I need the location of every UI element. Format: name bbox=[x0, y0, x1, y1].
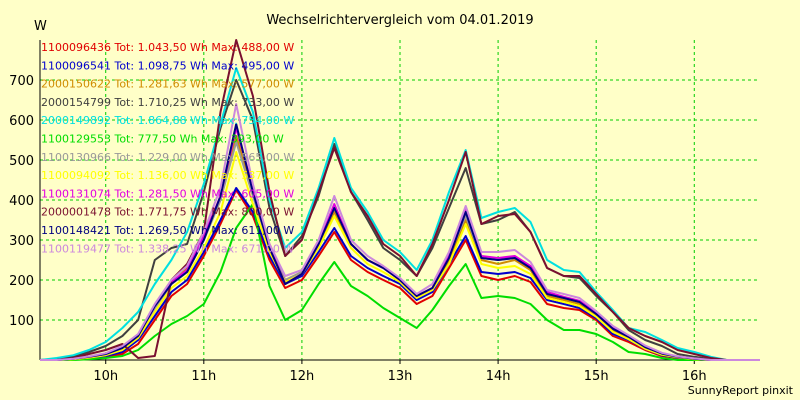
credit-text: SunnyReport pinxit bbox=[688, 384, 794, 397]
legend: 1100096436 Tot: 1.043,50 Wh Max: 488,00 … bbox=[41, 41, 294, 255]
legend-entry: 1100096436 Tot: 1.043,50 Wh Max: 488,00 … bbox=[41, 41, 294, 54]
chart-title: Wechselrichtervergleich vom 04.01.2019 bbox=[266, 13, 533, 28]
series-line-2000154799 bbox=[39, 79, 760, 361]
series-line-1100094092 bbox=[40, 151, 760, 361]
legend-entry: 1100096541 Tot: 1.098,75 Wh Max: 495,00 … bbox=[41, 59, 294, 72]
y-tick-label: 300 bbox=[9, 234, 34, 249]
legend-entry: 1100131074 Tot: 1.281,50 Wh Max: 605,00 … bbox=[41, 187, 294, 200]
legend-entry: 1100130966 Tot: 1.229,00 Wh Max: 565,00 … bbox=[41, 151, 294, 164]
legend-entry: 2000154799 Tot: 1.710,25 Wh Max: 733,00 … bbox=[41, 96, 294, 109]
y-tick-label: 600 bbox=[9, 114, 34, 129]
legend-entry: 1100094092 Tot: 1.136,00 Wh Max: 537,00 … bbox=[41, 169, 294, 182]
tick-labels: 100 200 300 400 500 600 700 10h 11h 12h 13h 14h 15h 1… bbox=[9, 74, 706, 384]
x-tick-label: 15h bbox=[584, 369, 609, 384]
legend-entry: 2000150622 Tot: 1.281,63 Wh Max: 577,00 … bbox=[41, 78, 294, 91]
legend-entry: 1100148421 Tot: 1.269,50 Wh Max: 611,00 … bbox=[41, 224, 294, 237]
y-tick-label: 400 bbox=[9, 194, 34, 209]
y-tick-label: 100 bbox=[9, 314, 34, 329]
x-tick-label: 11h bbox=[191, 369, 216, 384]
x-tick-label: 12h bbox=[290, 369, 315, 384]
y-axis-label: W bbox=[34, 19, 47, 34]
series-line-1100096436 bbox=[40, 189, 760, 361]
series-line-2000001478 bbox=[40, 39, 760, 361]
x-tick-label: 16h bbox=[682, 369, 707, 384]
series-line-1100119477 bbox=[40, 103, 760, 361]
legend-entry: 2000001478 Tot: 1.771,75 Wh Max: 800,00 … bbox=[41, 206, 294, 219]
series-lines bbox=[39, 39, 760, 361]
x-tick-label: 13h bbox=[388, 369, 413, 384]
x-tick-label: 10h bbox=[93, 369, 118, 384]
axes bbox=[39, 40, 760, 364]
y-tick-label: 500 bbox=[9, 154, 34, 169]
x-tick-label: 14h bbox=[486, 369, 511, 384]
series-line-2000149892 bbox=[39, 67, 760, 361]
series-line-1100148421 bbox=[40, 123, 760, 361]
legend-entry: 1100119477 Tot: 1.338,25 Wh Max: 671,00 … bbox=[41, 242, 294, 255]
grid bbox=[40, 40, 760, 360]
legend-entry: 1100129553 Tot: 777,50 Wh Max: 393,00 W bbox=[41, 133, 284, 146]
legend-entry: 2000149892 Tot: 1.864,88 Wh Max: 754,00 … bbox=[41, 114, 294, 127]
y-tick-label: 700 bbox=[9, 74, 34, 89]
y-tick-label: 200 bbox=[9, 274, 34, 289]
